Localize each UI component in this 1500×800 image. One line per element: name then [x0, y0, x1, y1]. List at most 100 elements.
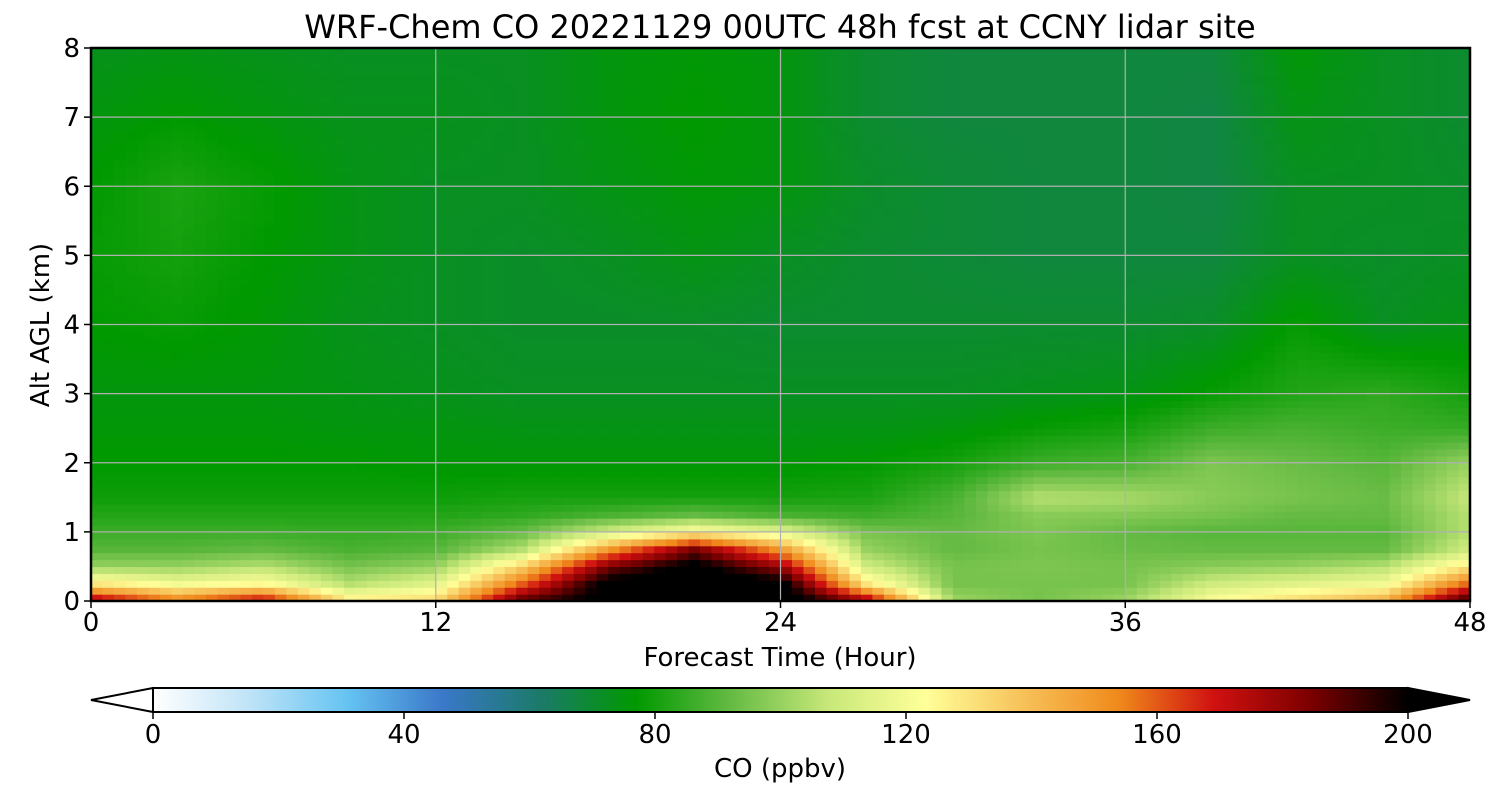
heatmap-cell [1332, 331, 1345, 339]
heatmap-cell [711, 393, 724, 402]
heatmap-cell [826, 310, 839, 319]
heatmap-cell [332, 310, 345, 319]
heatmap-cell [527, 393, 540, 402]
heatmap-cell [366, 476, 379, 485]
heatmap-cell [883, 414, 897, 422]
heatmap-cell [688, 559, 701, 568]
heatmap-cell [1378, 469, 1391, 478]
heatmap-cell [688, 587, 701, 595]
heatmap-cell [987, 483, 1000, 491]
heatmap-cell [1205, 469, 1218, 478]
heatmap-cell [1355, 476, 1368, 485]
heatmap-cell [240, 504, 253, 512]
heatmap-cell [1125, 559, 1138, 568]
heatmap-cell [1274, 338, 1287, 346]
heatmap-cell [1309, 566, 1322, 574]
heatmap-cell [860, 552, 874, 561]
heatmap-cell [791, 365, 805, 374]
heatmap-cell [1458, 393, 1470, 402]
heatmap-cell [952, 566, 965, 574]
heatmap-cell [516, 545, 529, 554]
heatmap-cell [700, 538, 713, 547]
heatmap-cell [389, 587, 402, 595]
heatmap-cell [1159, 462, 1172, 471]
heatmap-cell [688, 573, 701, 581]
heatmap-cell [1056, 469, 1069, 478]
heatmap-cell [136, 594, 150, 601]
heatmap-cell [1033, 324, 1046, 333]
heatmap-cell [769, 379, 782, 388]
heatmap-cell [1435, 428, 1448, 436]
heatmap-cell [102, 545, 115, 554]
heatmap-cell [941, 379, 954, 388]
heatmap-cell [998, 559, 1011, 568]
heatmap-cell [309, 573, 322, 581]
heatmap-cell [205, 352, 219, 360]
heatmap-cell [125, 421, 138, 429]
heatmap-cell [1389, 317, 1402, 326]
heatmap-cell [504, 566, 517, 574]
heatmap-cell [619, 455, 632, 464]
heatmap-cell [297, 580, 310, 588]
heatmap-cell [1010, 545, 1023, 554]
heatmap-cell [297, 552, 310, 561]
heatmap-cell [1240, 483, 1253, 491]
heatmap-cell [1102, 566, 1115, 574]
heatmap-cell [1205, 587, 1218, 595]
heatmap-cell [929, 407, 942, 415]
heatmap-cell [631, 497, 644, 505]
heatmap-cell [941, 414, 954, 422]
heatmap-cell [1113, 331, 1126, 339]
heatmap-cell [803, 324, 816, 333]
heatmap-cell [435, 421, 448, 429]
heatmap-cell [504, 393, 517, 402]
heatmap-cell [780, 317, 793, 326]
heatmap-cell [791, 573, 805, 581]
heatmap-cell [424, 317, 437, 326]
heatmap-cell [366, 552, 379, 561]
heatmap-cell [585, 476, 598, 485]
heatmap-cell [309, 497, 322, 505]
heatmap-cell [412, 400, 425, 409]
heatmap-cell [251, 455, 264, 464]
heatmap-cell [1389, 400, 1402, 409]
heatmap-cell [814, 345, 828, 353]
heatmap-cell [159, 442, 173, 450]
heatmap-cell [814, 386, 828, 395]
heatmap-cell [378, 352, 391, 360]
heatmap-cell [366, 455, 379, 464]
heatmap-cell [401, 455, 414, 464]
heatmap-cell [952, 462, 965, 471]
heatmap-cell [849, 545, 862, 554]
heatmap-cell [171, 483, 184, 491]
heatmap-cell [504, 587, 517, 595]
heatmap-cell [366, 559, 379, 568]
heatmap-cell [481, 428, 494, 436]
heatmap-cell [297, 372, 310, 381]
heatmap-cell [1251, 428, 1264, 436]
heatmap-cell [309, 324, 322, 333]
heatmap-cell [814, 469, 828, 478]
heatmap-cell [182, 566, 196, 574]
heatmap-cell [677, 435, 690, 443]
heatmap-cell [964, 587, 977, 595]
heatmap-cell [849, 531, 862, 540]
heatmap-cell [1297, 469, 1310, 478]
heatmap-cell [746, 317, 759, 326]
heatmap-cell [125, 372, 138, 381]
heatmap-cell [688, 538, 701, 547]
heatmap-cell [1389, 393, 1402, 402]
heatmap-cell [159, 407, 173, 415]
heatmap-cell [1343, 504, 1356, 512]
heatmap-cell [1010, 331, 1023, 339]
heatmap-cell [516, 359, 529, 367]
heatmap-cell [1159, 393, 1172, 402]
heatmap-cell [1102, 559, 1115, 568]
heatmap-cell [332, 345, 345, 353]
heatmap-cell [1090, 531, 1103, 540]
heatmap-cell [1401, 365, 1414, 374]
heatmap-cell [746, 400, 759, 409]
heatmap-cell [228, 545, 241, 554]
heatmap-cell [1125, 594, 1138, 601]
heatmap-cell [1309, 442, 1322, 450]
